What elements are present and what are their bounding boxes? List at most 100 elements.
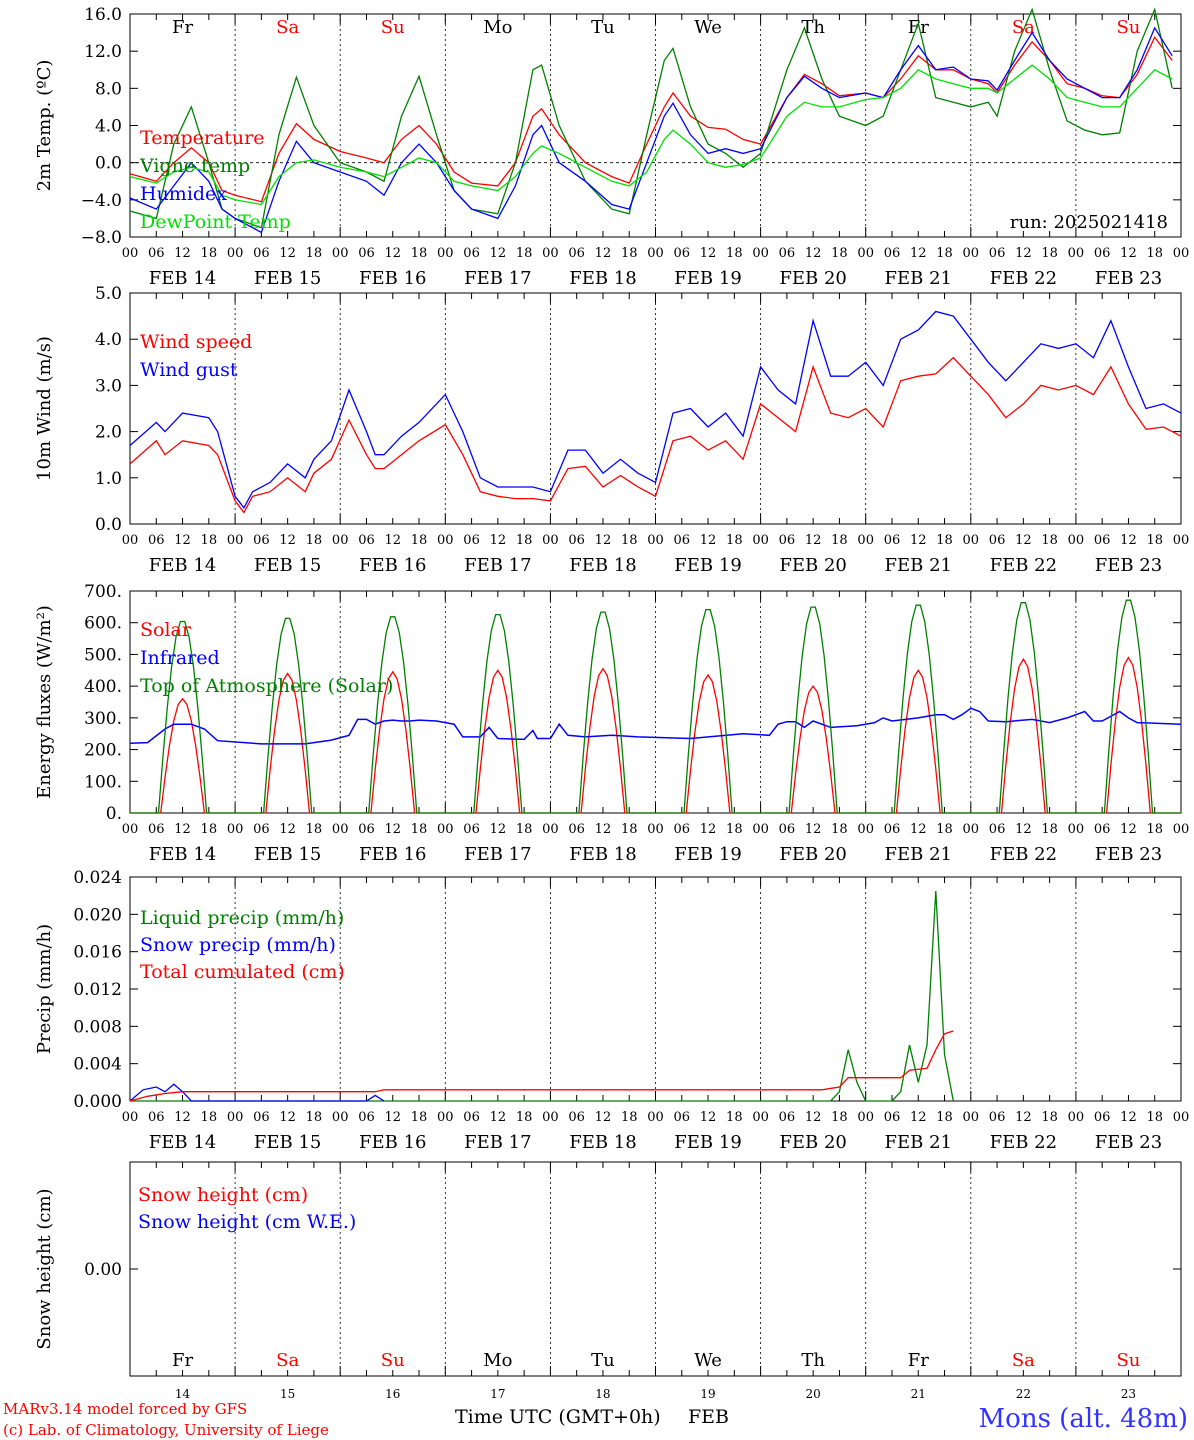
x-hour-label: 00 — [857, 246, 874, 261]
y-axis-label: 10m Wind (m/s) — [34, 336, 55, 481]
legend-entry: Solar — [140, 619, 192, 641]
day-number-label: 15 — [280, 1387, 295, 1401]
x-hour-label: 18 — [1146, 533, 1163, 548]
x-hour-label: 18 — [411, 1110, 428, 1125]
x-hour-label: 18 — [726, 1110, 743, 1125]
x-hour-label: 12 — [700, 533, 717, 548]
weekday-label: Tu — [591, 17, 615, 38]
y-tick-label: 0.016 — [73, 943, 122, 963]
x-hour-label: 00 — [963, 822, 980, 837]
x-date-label: FEB 14 — [149, 555, 216, 576]
series-line-snow-precip-mm-h- — [129, 1083, 385, 1102]
weekday-label: Th — [801, 17, 825, 38]
x-date-label: FEB 21 — [885, 268, 952, 289]
series-line-wind-gust — [129, 310, 1182, 509]
x-hour-label: 00 — [963, 533, 980, 548]
x-date-label: FEB 16 — [359, 844, 426, 865]
y-tick-label: 0.004 — [73, 1055, 122, 1075]
x-hour-label: 00 — [332, 246, 349, 261]
weekday-label: Su — [381, 1350, 405, 1371]
x-hour-label: 00 — [332, 533, 349, 548]
legend-entry: Humidex — [140, 183, 227, 205]
day-number-label: 19 — [700, 1387, 715, 1401]
x-date-label: FEB 15 — [254, 844, 321, 865]
x-hour-label: 18 — [831, 1110, 848, 1125]
legend-entry: Vigne temp — [139, 155, 250, 177]
x-hour-label: 12 — [490, 533, 507, 548]
x-hour-label: 12 — [490, 1110, 507, 1125]
x-hour-label: 12 — [1015, 246, 1032, 261]
x-hour-label: 06 — [884, 533, 901, 548]
x-date-label: FEB 16 — [359, 268, 426, 289]
x-hour-label: 12 — [490, 822, 507, 837]
month-label: FEB — [688, 1406, 729, 1428]
x-date-label: FEB 17 — [464, 268, 531, 289]
x-hour-label: 00 — [1173, 533, 1190, 548]
x-hour-label: 00 — [752, 1110, 769, 1125]
weekday-label: We — [694, 17, 722, 38]
x-hour-label: 12 — [384, 533, 401, 548]
station-label: Mons (alt. 48m) — [979, 1404, 1188, 1434]
model-credit: MARv3.14 model forced by GFS — [3, 1400, 247, 1418]
x-hour-label: 06 — [568, 533, 585, 548]
x-date-label: FEB 21 — [885, 844, 952, 865]
x-hour-label: 06 — [463, 1110, 480, 1125]
y-tick-label: 0. — [106, 804, 122, 824]
x-hour-label: 00 — [963, 1110, 980, 1125]
legend-entry: Wind speed — [140, 331, 252, 353]
x-date-label: FEB 22 — [990, 844, 1057, 865]
x-hour-label: 18 — [201, 822, 218, 837]
y-tick-label: 16.0 — [84, 5, 122, 25]
x-hour-label: 00 — [227, 1110, 244, 1125]
x-hour-label: 06 — [253, 1110, 270, 1125]
x-date-label: FEB 19 — [674, 1132, 741, 1153]
day-number-label: 22 — [1016, 1387, 1031, 1401]
x-date-label: FEB 20 — [779, 555, 846, 576]
x-date-label: FEB 23 — [1095, 844, 1162, 865]
day-number-label: 20 — [806, 1387, 821, 1401]
x-hour-label: 00 — [122, 533, 139, 548]
x-hour-label: 00 — [1173, 246, 1190, 261]
x-hour-label: 00 — [332, 822, 349, 837]
y-tick-label: 8.0 — [95, 79, 122, 99]
y-tick-label: 400. — [84, 677, 122, 697]
x-hour-label: 00 — [1068, 1110, 1085, 1125]
y-tick-label: 0.00 — [84, 1260, 122, 1280]
x-hour-label: 12 — [595, 533, 612, 548]
x-date-label: FEB 14 — [149, 268, 216, 289]
x-hour-label: 06 — [1094, 533, 1111, 548]
x-hour-label: 06 — [989, 246, 1006, 261]
x-date-label: FEB 19 — [674, 555, 741, 576]
legend-entry: Wind gust — [140, 359, 238, 381]
y-tick-label: 5.0 — [95, 284, 122, 304]
y-tick-label: 4.0 — [95, 330, 122, 350]
x-hour-label: 00 — [1068, 822, 1085, 837]
x-hour-label: 18 — [621, 533, 638, 548]
x-hour-label: 00 — [227, 822, 244, 837]
x-hour-label: 18 — [1146, 1110, 1163, 1125]
x-hour-label: 06 — [779, 246, 796, 261]
x-hour-label: 00 — [1068, 533, 1085, 548]
y-tick-label: 0.012 — [73, 980, 122, 1000]
x-hour-label: 18 — [936, 533, 953, 548]
y-tick-label: 600. — [84, 614, 122, 634]
x-hour-label: 12 — [1120, 246, 1137, 261]
x-hour-label: 06 — [358, 822, 375, 837]
series-line-wind-speed — [129, 356, 1182, 514]
x-date-label: FEB 23 — [1095, 555, 1162, 576]
x-hour-label: 06 — [674, 246, 691, 261]
weekday-label: We — [694, 1350, 722, 1371]
x-hour-label: 06 — [463, 533, 480, 548]
x-hour-label: 12 — [1120, 533, 1137, 548]
x-hour-label: 12 — [595, 246, 612, 261]
legend-entry: Infrared — [140, 647, 220, 669]
x-hour-label: 06 — [253, 533, 270, 548]
x-date-label: FEB 20 — [779, 268, 846, 289]
x-hour-label: 18 — [201, 246, 218, 261]
x-hour-label: 06 — [148, 822, 165, 837]
lab-credit: (c) Lab. of Climatology, University of L… — [3, 1421, 329, 1439]
series-line-temperature — [129, 35, 1173, 203]
x-date-label: FEB 14 — [149, 844, 216, 865]
x-date-label: FEB 18 — [569, 844, 636, 865]
